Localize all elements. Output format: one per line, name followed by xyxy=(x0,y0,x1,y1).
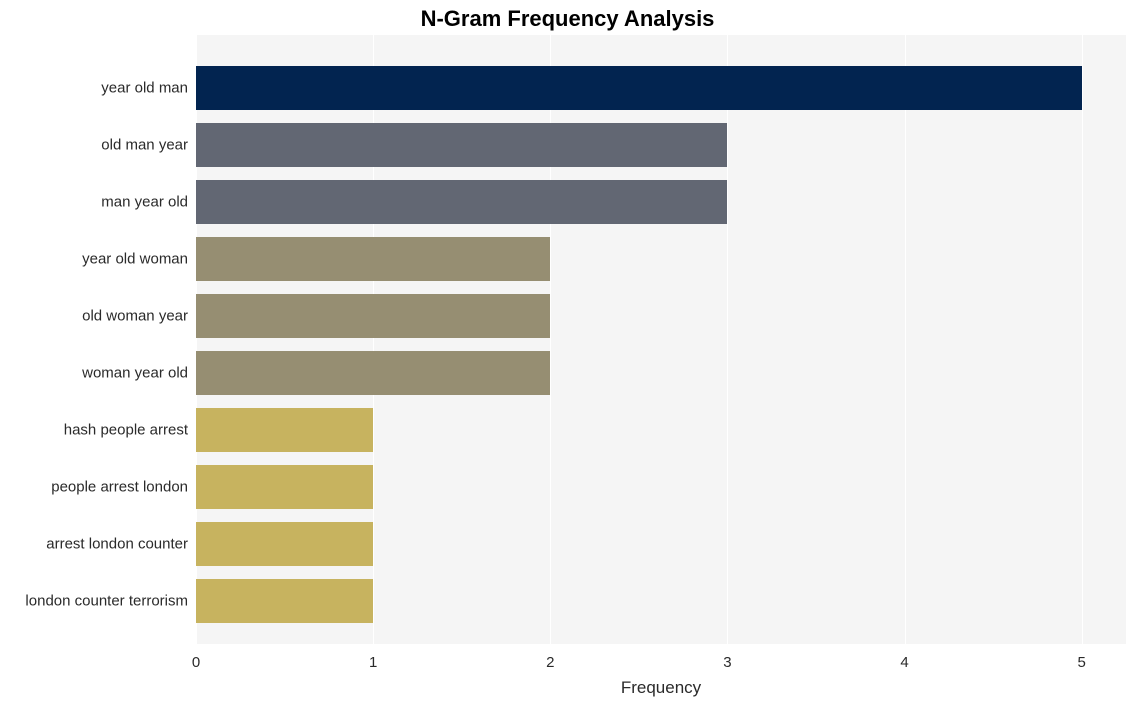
gridline xyxy=(1082,35,1083,644)
x-axis-title: Frequency xyxy=(196,678,1126,698)
plot-area: 012345year old manold man yearman year o… xyxy=(196,35,1126,644)
y-tick-label: year old woman xyxy=(82,250,196,267)
x-tick-label: 4 xyxy=(900,644,908,671)
bar xyxy=(196,408,373,452)
y-tick-label: man year old xyxy=(101,193,196,210)
bar xyxy=(196,465,373,509)
gridline xyxy=(905,35,906,644)
bar xyxy=(196,579,373,623)
bar xyxy=(196,351,550,395)
x-tick-label: 3 xyxy=(723,644,731,671)
y-tick-label: people arrest london xyxy=(51,478,196,495)
bar xyxy=(196,180,727,224)
chart-title: N-Gram Frequency Analysis xyxy=(0,6,1135,32)
y-tick-label: old man year xyxy=(101,136,196,153)
y-tick-label: year old man xyxy=(101,79,196,96)
ngram-chart: N-Gram Frequency Analysis 012345year old… xyxy=(0,0,1135,701)
x-tick-label: 0 xyxy=(192,644,200,671)
bar xyxy=(196,66,1082,110)
x-tick-label: 5 xyxy=(1078,644,1086,671)
y-tick-label: woman year old xyxy=(82,364,196,381)
gridline xyxy=(727,35,728,644)
bar xyxy=(196,522,373,566)
bar xyxy=(196,294,550,338)
y-tick-label: hash people arrest xyxy=(64,421,196,438)
x-tick-label: 1 xyxy=(369,644,377,671)
bar xyxy=(196,123,727,167)
y-tick-label: london counter terrorism xyxy=(25,592,196,609)
y-tick-label: old woman year xyxy=(82,307,196,324)
x-tick-label: 2 xyxy=(546,644,554,671)
bar xyxy=(196,237,550,281)
y-tick-label: arrest london counter xyxy=(46,535,196,552)
